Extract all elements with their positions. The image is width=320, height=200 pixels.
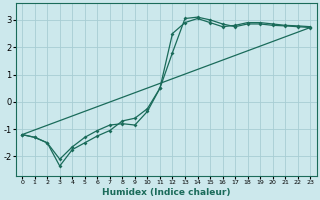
X-axis label: Humidex (Indice chaleur): Humidex (Indice chaleur) bbox=[102, 188, 230, 197]
